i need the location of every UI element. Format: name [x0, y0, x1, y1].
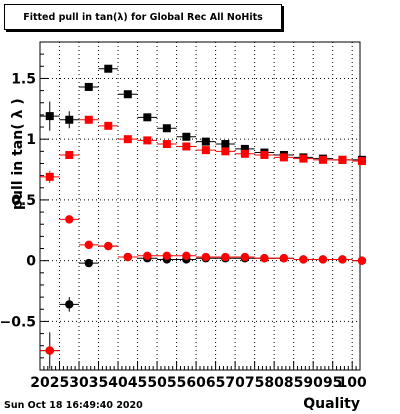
data-point-circle: [182, 251, 191, 261]
data-point-circle: [143, 251, 152, 261]
x-tick-label: 45: [128, 375, 147, 391]
x-tick-label: 85: [284, 375, 303, 391]
data-point-square: [221, 140, 230, 149]
data-point-square: [221, 147, 230, 156]
data-point-square: [318, 155, 327, 164]
grid-lines: [40, 42, 360, 370]
x-tick-label: 55: [167, 375, 186, 391]
data-point-circle: [240, 252, 250, 262]
data-point-square: [104, 121, 113, 130]
data-point-circle: [357, 256, 367, 265]
data-point-circle: [65, 215, 74, 224]
plot-frame: [39, 41, 361, 371]
data-point-square: [123, 90, 132, 99]
data-point-square: [182, 132, 191, 141]
data-point-square: [65, 115, 74, 124]
data-point-circle: [221, 252, 230, 262]
data-point-circle: [201, 252, 211, 262]
data-point-square: [84, 115, 93, 124]
data-point-square: [65, 150, 74, 159]
x-tick-label: 35: [89, 375, 108, 391]
data-point-circle: [104, 241, 113, 251]
timestamp-footer: Sun Oct 18 16:49:40 2020: [4, 400, 143, 411]
y-axis-label: pull in tan( λ ): [10, 98, 26, 210]
series-4-circle-red: [40, 215, 367, 357]
y-tick-label: −0.5: [0, 314, 36, 330]
data-marks: [40, 64, 367, 369]
x-tick-label: 70: [225, 375, 245, 391]
x-tick-label: 95: [323, 375, 342, 391]
x-tick-label: 20: [30, 375, 50, 391]
data-point-square: [240, 144, 249, 153]
data-point-square: [240, 149, 249, 158]
y-tick-label: 1.5: [11, 71, 36, 87]
data-point-square: [162, 140, 171, 149]
data-point-square: [162, 124, 171, 133]
x-tick-label: 100: [338, 375, 367, 391]
y-tick-label: 1: [26, 132, 36, 148]
data-point-square: [338, 155, 347, 164]
data-point-circle: [279, 254, 289, 263]
data-point-square: [123, 135, 132, 144]
data-point-circle: [162, 251, 172, 261]
data-point-square: [260, 150, 269, 159]
data-point-square: [143, 136, 152, 145]
data-point-circle: [338, 255, 347, 264]
x-tick-label: 90: [303, 375, 323, 391]
data-point-square: [299, 154, 308, 163]
x-axis-label: Quality: [303, 396, 360, 412]
data-point-square: [357, 157, 366, 166]
x-tick-label: 50: [147, 375, 167, 391]
data-point-square: [84, 82, 93, 91]
x-tick-label: 30: [69, 375, 89, 391]
x-tick-label: 65: [206, 375, 225, 391]
y-tick-label: 0.5: [11, 193, 36, 209]
x-tick-label: 25: [50, 375, 69, 391]
x-tick-label: 80: [264, 375, 284, 391]
data-point-circle: [84, 258, 93, 268]
data-point-square: [182, 142, 191, 151]
data-point-circle: [84, 240, 93, 250]
data-point-circle: [65, 300, 74, 309]
data-point-circle: [318, 255, 328, 264]
y-tick-label: 0: [26, 254, 36, 270]
data-point-square: [45, 172, 54, 181]
data-point-circle: [123, 252, 133, 262]
data-point-circle: [260, 254, 269, 263]
x-tick-label: 60: [186, 375, 206, 391]
data-point-square: [279, 153, 288, 162]
data-point-square: [45, 112, 54, 121]
chart-title: Fitted pull in tan(λ) for Global Rec All…: [4, 4, 282, 30]
data-point-circle: [45, 346, 54, 355]
data-point-square: [201, 137, 210, 146]
data-point-circle: [299, 255, 308, 264]
x-tick-label: 40: [108, 375, 128, 391]
data-point-square: [143, 113, 152, 122]
series-2-square-red: [40, 115, 366, 183]
x-tick-label: 75: [245, 375, 264, 391]
data-point-square: [201, 146, 210, 155]
data-point-square: [104, 64, 113, 73]
axis-ticks: [39, 53, 361, 371]
